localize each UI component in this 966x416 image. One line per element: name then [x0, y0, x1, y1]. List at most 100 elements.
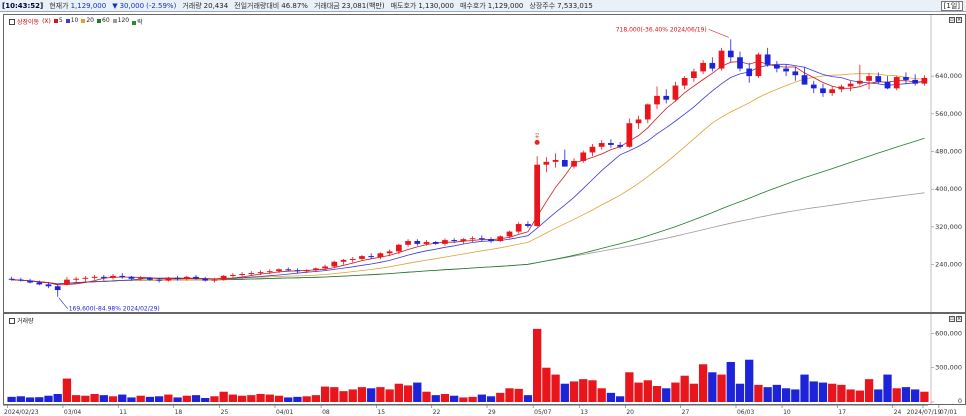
volume-bar [505, 388, 514, 402]
ma-color-swatch [53, 18, 58, 23]
candle-body [875, 76, 882, 82]
volume-bar [7, 396, 16, 402]
candle-body [137, 277, 144, 279]
volume-bar [846, 389, 855, 402]
x-tick-label: 11 [119, 409, 127, 416]
ma-legend-items: 5 10 20 60 120 락 [53, 17, 146, 26]
candle-body [414, 241, 421, 244]
down-arrow-icon: ▼ [112, 1, 118, 10]
volume-bar [237, 395, 247, 402]
volume-bar [818, 382, 828, 402]
volume-panel-checkbox[interactable] [9, 317, 15, 324]
volume-bar [754, 384, 763, 402]
volume-bar [376, 387, 385, 402]
ma-color-swatch [97, 18, 101, 23]
ma10-line [11, 63, 925, 285]
price-legend-unit: (X) [42, 18, 51, 25]
x-tick-label: 20 [626, 409, 634, 416]
ma-legend-label: 120 [117, 17, 130, 24]
x-tick-label: 27 [682, 409, 690, 416]
volume-ratio-value: 46.87% [281, 1, 308, 10]
candle-body [165, 277, 172, 281]
candle-body [561, 159, 568, 167]
candle-body [525, 224, 531, 226]
price-tick-label: 560,000 [935, 110, 962, 118]
candle-body [442, 240, 448, 244]
candle-body [193, 276, 199, 279]
x-tick-label: 22 [433, 409, 441, 416]
panel-checkbox[interactable] [9, 18, 15, 25]
candle-body [506, 231, 513, 237]
ask-price-label: 매도호가 [390, 1, 417, 10]
ma-legend-item: 20 [81, 17, 94, 26]
candle-body [856, 80, 863, 84]
ma-legend-item: 120 [112, 17, 130, 26]
candle-body [709, 62, 716, 69]
volume-bar [320, 386, 330, 402]
ma-legend-label: 60 [102, 17, 110, 24]
current-price-label: 현재가 [49, 1, 69, 10]
candle-body [331, 261, 338, 267]
volume-bar [145, 396, 155, 402]
volume-bar [625, 372, 634, 402]
candle-body [912, 79, 919, 84]
volume-bar [173, 397, 182, 402]
candle-body [644, 104, 651, 120]
volume-bar [680, 375, 689, 402]
volume-bar [311, 395, 321, 402]
period-selector[interactable]: [1일] [940, 1, 963, 11]
candle-body [764, 54, 771, 65]
volume-bar [385, 389, 394, 402]
trade-amount-label: 거래대금 [313, 1, 340, 10]
volume-bar [874, 389, 883, 402]
candle-body [91, 276, 98, 278]
volume-bar [182, 395, 191, 402]
volume-legend-title: 거래량 [17, 318, 34, 325]
volume-bar [800, 374, 809, 402]
candle-body [700, 62, 706, 72]
volume-bar [791, 389, 800, 402]
close-icon[interactable]: × [956, 17, 962, 23]
candle-body [230, 274, 236, 276]
volume-bar [717, 374, 726, 402]
volume-bar [828, 383, 837, 402]
volume-bar [108, 396, 118, 402]
volume-bar [413, 382, 422, 402]
volume-label: 거래량 [182, 1, 202, 10]
volume-bar [394, 383, 403, 402]
volume-bar [256, 394, 265, 402]
price-tick-label: 400,000 [935, 185, 962, 193]
candle-body [810, 84, 817, 89]
x-tick-label: 04/01 [276, 409, 293, 416]
volume-bar [403, 385, 413, 402]
candle-body [893, 77, 900, 89]
ma-color-swatch [65, 18, 70, 23]
candle-body [552, 159, 559, 162]
candle-body [432, 241, 439, 244]
volume-chart[interactable]: 600,000 300,000 0 [4, 314, 965, 404]
volume-bar [450, 395, 459, 402]
event-marker-icon [534, 139, 540, 145]
candle-body [156, 279, 162, 281]
price-tick-label: 240,000 [935, 261, 962, 269]
candle-body [774, 64, 780, 69]
volume-bar [90, 394, 99, 402]
ma-legend-item: 5 [53, 17, 63, 26]
event-marker-label: 유 [535, 133, 540, 139]
volume-bar [634, 382, 643, 402]
volume-bar [597, 388, 606, 402]
volume-minimize-icon[interactable]: ▫ [949, 316, 955, 322]
volume-close-icon[interactable]: × [956, 316, 962, 322]
minimize-icon[interactable]: ▫ [949, 17, 955, 23]
low-annotation: 169,600(-84.98% 2024/02/29) [69, 306, 160, 312]
listed-shares-label: 상장주수 [529, 1, 556, 10]
ma-legend-label: 10 [70, 17, 79, 24]
candle-body [377, 253, 384, 258]
x-tick-label: 13 [580, 409, 588, 416]
candle-body [884, 81, 891, 89]
price-change-value: 30,000 [119, 1, 145, 10]
volume-bar [284, 397, 293, 402]
price-chart[interactable]: 640,000 560,000 480,000 400,000 320,000 240,0… [4, 15, 965, 312]
volume-bar [265, 394, 274, 402]
candle-body [543, 161, 550, 165]
